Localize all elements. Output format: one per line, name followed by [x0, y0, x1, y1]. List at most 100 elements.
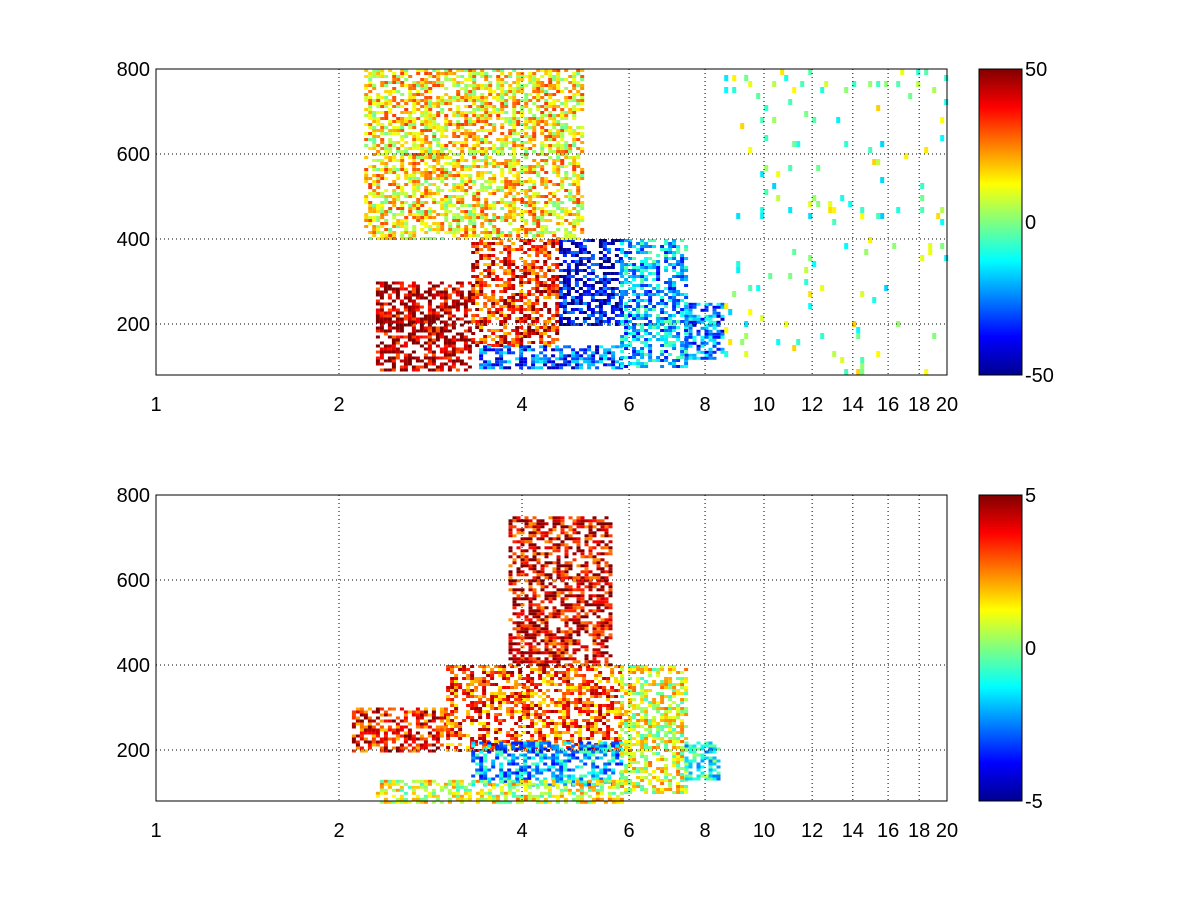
heatmap-cell [452, 159, 457, 162]
heatmap-cell [440, 228, 445, 231]
heatmap-cell [792, 249, 797, 255]
heatmap-cell [920, 207, 925, 213]
heatmap-cell [379, 302, 384, 306]
heatmap-cell [552, 168, 557, 171]
heatmap-cell [520, 147, 525, 150]
heatmap-cell [432, 228, 437, 231]
heatmap-cell [620, 356, 625, 359]
heatmap-cell [518, 710, 523, 713]
heatmap-cell [506, 713, 511, 716]
heatmap-cell [562, 248, 567, 251]
heatmap-cell [466, 710, 471, 713]
heatmap-cell [656, 317, 661, 320]
heatmap-cell [676, 326, 681, 329]
heatmap-cell [490, 695, 495, 698]
heatmap-cell [527, 317, 532, 320]
heatmap-cell [538, 713, 543, 716]
heatmap-cell [606, 695, 611, 698]
heatmap-cell [368, 72, 373, 75]
heatmap-cell [482, 725, 487, 728]
heatmap-cell [648, 332, 653, 335]
heatmap-cell [540, 120, 545, 123]
heatmap-cell [636, 299, 641, 302]
heatmap-cell [478, 677, 483, 680]
heatmap-cell [544, 69, 549, 72]
heatmap-cell [548, 96, 553, 99]
heatmap-cell [432, 84, 437, 87]
heatmap-cell [618, 308, 623, 311]
heatmap-cell [428, 153, 433, 156]
heatmap-cell [427, 344, 432, 348]
heatmap-cell [618, 299, 623, 302]
heatmap-cell [664, 305, 669, 308]
heatmap-cell [503, 345, 508, 349]
heatmap-cell [692, 356, 697, 360]
heatmap-cell [478, 698, 483, 701]
heatmap-cell [560, 177, 565, 180]
heatmap-cell [412, 123, 417, 126]
heatmap-cell [684, 353, 689, 357]
heatmap-cell [590, 269, 595, 272]
heatmap-cell [456, 111, 461, 114]
heatmap-cell [508, 147, 513, 150]
heatmap-cell [375, 728, 380, 732]
heatmap-cell [492, 174, 497, 177]
heatmap-cell [380, 210, 385, 213]
heatmap-cell [518, 677, 523, 680]
heatmap-cell [516, 117, 521, 120]
heatmap-cell [412, 237, 417, 240]
heatmap-cell [368, 147, 373, 150]
heatmap-cell [578, 692, 583, 695]
heatmap-cell [495, 242, 500, 245]
heatmap-cell [590, 692, 595, 695]
heatmap-cell [548, 102, 553, 105]
heatmap-cell [564, 210, 569, 213]
heatmap-cell [531, 287, 536, 290]
heatmap-cell [576, 126, 581, 129]
heatmap-cell [598, 731, 603, 734]
heatmap-cell [436, 159, 441, 162]
heatmap-cell [380, 126, 385, 129]
heatmap-cell [363, 713, 368, 717]
heatmap-cell [664, 338, 669, 341]
heatmap-cell [566, 707, 571, 710]
heatmap-cell [614, 287, 619, 290]
heatmap-cell [415, 329, 420, 333]
heatmap-cell [503, 747, 508, 751]
heatmap-cell [379, 296, 384, 300]
heatmap-cell [427, 293, 432, 297]
heatmap-cell [504, 81, 509, 84]
heatmap-cell [448, 123, 453, 126]
heatmap-cell [602, 716, 607, 719]
heatmap-cell [400, 159, 405, 162]
heatmap-cell [580, 99, 585, 102]
heatmap-cell [507, 777, 512, 781]
heatmap-cell [479, 254, 484, 257]
heatmap-cell [564, 207, 569, 210]
heatmap-cell [527, 329, 532, 332]
heatmap-cell [483, 345, 488, 349]
heatmap-cell [491, 314, 496, 317]
heatmap-cell [474, 707, 479, 710]
heatmap-cell [568, 192, 573, 195]
heatmap-cell [586, 305, 591, 308]
heatmap-cell [555, 332, 560, 335]
heatmap-cell [550, 680, 555, 683]
heatmap-cell [446, 695, 451, 698]
heatmap-cell [404, 69, 409, 72]
heatmap-cell [538, 677, 543, 680]
heatmap-cell [400, 111, 405, 114]
heatmap-cell [578, 710, 583, 713]
heatmap-cell [511, 263, 516, 266]
heatmap-cell [578, 686, 583, 689]
heatmap-cell [372, 168, 377, 171]
heatmap-cell [420, 216, 425, 219]
heatmap-cell [412, 159, 417, 162]
heatmap-cell [598, 302, 603, 305]
heatmap-cell [606, 731, 611, 734]
heatmap-cell [568, 108, 573, 111]
heatmap-cell [458, 737, 463, 740]
heatmap-cell [708, 335, 713, 339]
heatmap-cell [535, 311, 540, 314]
heatmap-cell [380, 75, 385, 78]
